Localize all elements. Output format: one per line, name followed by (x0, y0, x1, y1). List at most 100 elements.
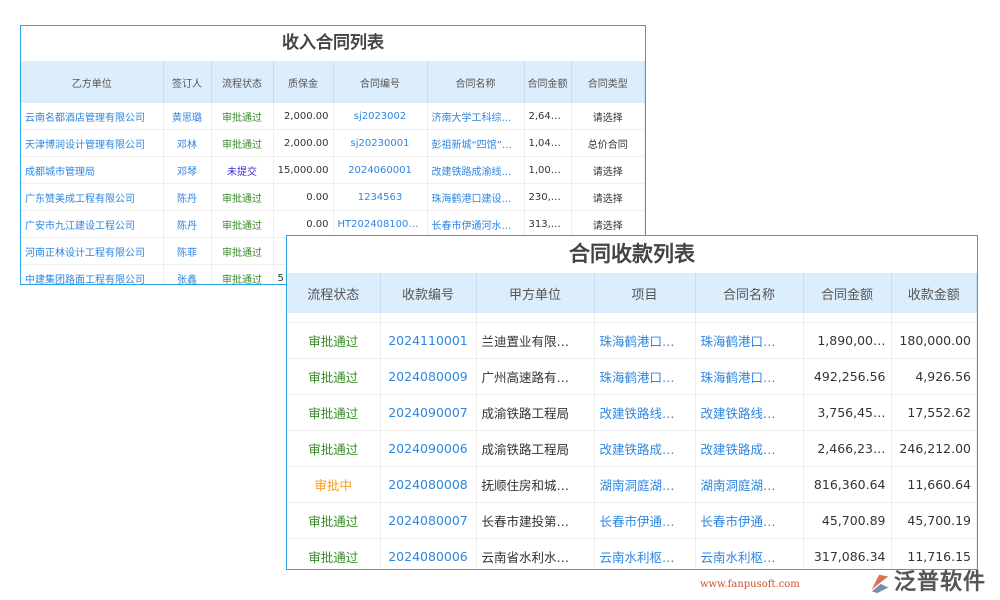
warranty-cell: 2,000.00 (273, 129, 334, 157)
status-cell: 审批通过 (287, 322, 381, 359)
contract-receipt-table: 流程状态 收款编号 甲方单位 项目 合同名称 合同金额 收款金额 审批通过 202411000… (287, 273, 977, 569)
column-header[interactable]: 签订人 (163, 61, 212, 103)
logo-name: 泛普软件 (894, 570, 987, 595)
warranty-cell: 0.00 (273, 183, 334, 211)
signer-cell: 陈丹 (163, 183, 212, 211)
contract-name-cell[interactable]: 湖南洞庭湖… (695, 466, 804, 503)
signer-cell: 邓琴 (163, 156, 212, 184)
contract-amount-cell: 3,756,45… (803, 394, 892, 431)
table-row[interactable]: 审批通过 2024080009 广州高速路有… 珠海鹤港口… 珠海鹤港口… 492,256… (287, 358, 977, 395)
column-header[interactable]: 合同编号 (333, 61, 428, 103)
party-a-cell: 成渝铁路工程局 (476, 394, 595, 431)
receipt-amount-cell: 246,212.00 (891, 430, 977, 467)
contract-name-cell[interactable]: 彭祖新城“四馆”… (427, 129, 525, 157)
party-b-cell[interactable]: 天津博润设计管理有限公司 (21, 129, 164, 157)
column-header[interactable]: 项目 (594, 273, 696, 313)
table-row[interactable]: 审批通过 2024090006 成渝铁路工程局 改建铁路成… 改建铁路成… 2,466,2… (287, 430, 977, 467)
column-header[interactable]: 流程状态 (287, 273, 381, 313)
receipt-no-cell[interactable]: 2024110001 (380, 322, 477, 359)
party-b-cell[interactable]: 广东赞美成工程有限公司 (21, 183, 164, 211)
contract-amount-cell: 816,360.64 (803, 466, 892, 503)
contract-no-cell[interactable]: HT2024081000… (333, 210, 428, 238)
column-header[interactable]: 合同金额 (524, 61, 572, 103)
column-header[interactable]: 合同名称 (427, 61, 525, 103)
receipt-amount-cell: 11,660.64 (891, 466, 977, 503)
signer-cell: 邓林 (163, 129, 212, 157)
project-cell[interactable]: 湖南洞庭湖… (594, 466, 696, 503)
column-header[interactable]: 流程状态 (211, 61, 274, 103)
receipt-amount-cell: 45,700.19 (891, 502, 977, 539)
contract-name-cell[interactable]: 济南大学工科综… (427, 103, 525, 130)
table-row[interactable]: 审批通过 2024110001 兰迪置业有限… 珠海鹤港口… 珠海鹤港口… 1,890,0… (287, 322, 977, 359)
warranty-cell: 0.00 (273, 210, 334, 238)
table-row[interactable]: 审批通过 2024090007 成渝铁路工程局 改建铁路线… 改建铁路线… 3,756,4… (287, 394, 977, 431)
contract-name-cell[interactable]: 长春市伊通河水… (427, 210, 525, 238)
party-b-cell[interactable]: 云南名都酒店管理有限公司 (21, 103, 164, 130)
receipt-no-cell[interactable]: 2024080009 (380, 358, 477, 395)
party-a-cell: 抚顺住房和城… (476, 466, 595, 503)
receipt-no-cell[interactable]: 2024080006 (380, 538, 477, 569)
receipt-no-cell[interactable]: 2024090007 (380, 394, 477, 431)
status-cell: 审批通过 (287, 502, 381, 539)
table-row[interactable]: 广安市九江建设工程公司 陈丹 审批通过 0.00 HT2024081000… 长春市伊通河… (21, 210, 645, 238)
project-cell[interactable]: 长春市伊通… (594, 502, 696, 539)
contract-no-cell[interactable]: sj2023002 (333, 103, 428, 130)
column-header[interactable]: 合同类型 (571, 61, 645, 103)
contract-no-cell[interactable]: sj20230001 (333, 129, 428, 157)
contract-name-cell[interactable]: 珠海鹤港口建设… (427, 183, 525, 211)
status-cell: 审批通过 (211, 264, 274, 284)
income-contract-title: 收入合同列表 (282, 33, 384, 53)
party-b-cell[interactable]: 河南正林设计工程有限公司 (21, 237, 164, 265)
column-header[interactable]: 合同金额 (803, 273, 892, 313)
table-row[interactable]: 天津博润设计管理有限公司 邓林 审批通过 2,000.00 sj20230001 彭祖新城… (21, 129, 645, 157)
party-a-cell: 广州高速路有… (476, 358, 595, 395)
status-cell: 审批通过 (287, 430, 381, 467)
income-header-row: 乙方单位 签订人 流程状态 质保金 合同编号 合同名称 合同金额 合同类型 (21, 61, 645, 103)
contract-name-cell[interactable]: 改建铁路成… (695, 430, 804, 467)
contract-type-cell[interactable]: 总价合同 (571, 129, 645, 157)
party-b-cell[interactable]: 中建集团路面工程有限公司 (21, 264, 164, 284)
status-cell: 审批通过 (287, 394, 381, 431)
column-header[interactable]: 收款金额 (891, 273, 977, 313)
contract-name-cell[interactable]: 珠海鹤港口… (695, 322, 804, 359)
receipt-amount-cell: 11,716.15 (891, 538, 977, 569)
party-b-cell[interactable]: 广安市九江建设工程公司 (21, 210, 164, 238)
receipt-no-cell[interactable]: 2024090006 (380, 430, 477, 467)
table-row[interactable]: 审批通过 2024080006 云南省水利水… 云南水利枢… 云南水利枢… 317,086… (287, 538, 977, 569)
contract-amount-cell: 1,890,00… (803, 322, 892, 359)
column-header[interactable]: 合同名称 (695, 273, 804, 313)
contract-type-cell[interactable]: 请选择 (571, 183, 645, 211)
contract-name-cell[interactable]: 珠海鹤港口… (695, 358, 804, 395)
party-a-cell: 兰迪置业有限… (476, 322, 595, 359)
status-cell: 审批中 (287, 466, 381, 503)
table-row[interactable]: 云南名都酒店管理有限公司 黄思璐 审批通过 2,000.00 sj2023002 济南大学… (21, 103, 645, 130)
project-cell[interactable]: 珠海鹤港口… (594, 358, 696, 395)
party-b-cell[interactable]: 成都城市管理局 (21, 156, 164, 184)
table-row[interactable]: 广东赞美成工程有限公司 陈丹 审批通过 0.00 1234563 珠海鹤港口建设… 230,… (21, 183, 645, 211)
contract-name-cell[interactable]: 云南水利枢… (695, 538, 804, 569)
column-header[interactable]: 质保金 (273, 61, 334, 103)
income-contract-panel: 收入合同列表 乙方单位 签订人 流程状态 质保金 合同编号 合同名称 合同金额 合同类型 云南… (20, 25, 646, 285)
contract-name-cell[interactable]: 改建铁路成渝线… (427, 156, 525, 184)
contract-type-cell[interactable]: 请选择 (571, 103, 645, 130)
column-header[interactable]: 甲方单位 (476, 273, 595, 313)
status-cell: 审批通过 (287, 538, 381, 569)
project-cell[interactable]: 云南水利枢… (594, 538, 696, 569)
receipt-no-cell[interactable]: 2024080008 (380, 466, 477, 503)
column-header[interactable]: 收款编号 (380, 273, 477, 313)
contract-type-cell[interactable]: 请选择 (571, 156, 645, 184)
contract-name-cell[interactable]: 长春市伊通… (695, 502, 804, 539)
receipt-no-cell[interactable]: 2024080007 (380, 502, 477, 539)
contract-no-cell[interactable]: 2024060001 (333, 156, 428, 184)
project-cell[interactable]: 改建铁路成… (594, 430, 696, 467)
contract-type-cell[interactable]: 请选择 (571, 210, 645, 238)
table-row[interactable]: 成都城市管理局 邓琴 未提交 15,000.00 2024060001 改建铁路成渝线… 1… (21, 156, 645, 184)
status-cell: 审批通过 (211, 210, 274, 238)
column-header[interactable]: 乙方单位 (21, 61, 164, 103)
contract-name-cell[interactable]: 改建铁路线… (695, 394, 804, 431)
table-row[interactable]: 审批通过 2024080007 长春市建投第… 长春市伊通… 长春市伊通… 45,700.… (287, 502, 977, 539)
project-cell[interactable]: 珠海鹤港口… (594, 322, 696, 359)
project-cell[interactable]: 改建铁路线… (594, 394, 696, 431)
table-row[interactable]: 审批中 2024080008 抚顺住房和城… 湖南洞庭湖… 湖南洞庭湖… 816,360.… (287, 466, 977, 503)
contract-no-cell[interactable]: 1234563 (333, 183, 428, 211)
